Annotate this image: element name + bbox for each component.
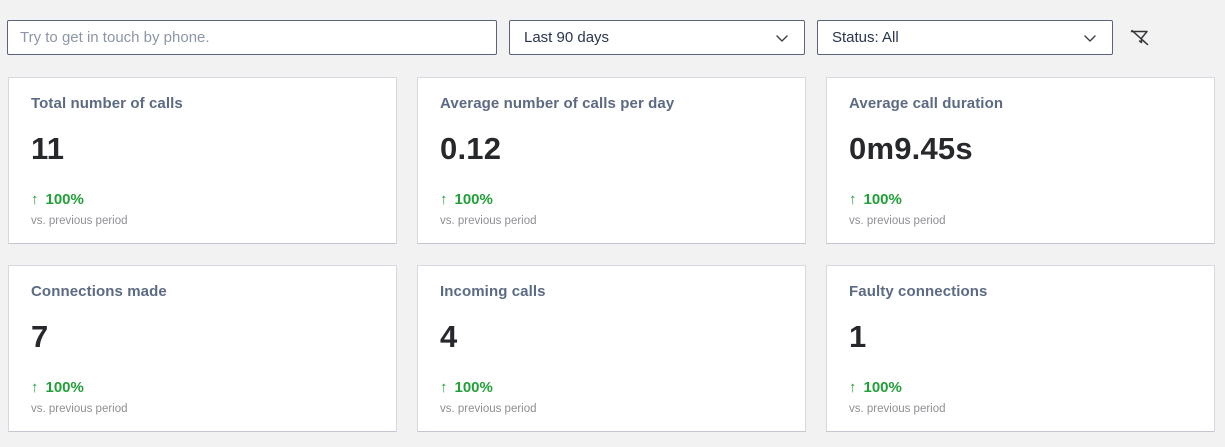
stat-card-comparison: vs. previous period xyxy=(849,215,946,227)
up-arrow-icon: ↑ xyxy=(849,191,857,208)
stat-card-value: 0.12 xyxy=(440,131,502,166)
stat-card-value: 11 xyxy=(31,131,65,166)
stat-card-faulty-connections: Faulty connections 1 ↑ 100% vs. previous… xyxy=(826,265,1215,432)
change-percent: 100% xyxy=(45,191,84,208)
filter-off-icon xyxy=(1127,26,1153,50)
stat-card-comparison: vs. previous period xyxy=(31,403,128,415)
search-input[interactable] xyxy=(7,20,497,55)
filters-toolbar: Last 90 days Status: All xyxy=(0,0,1225,64)
stat-card-title: Faulty connections xyxy=(849,283,988,300)
stat-card-change: ↑ 100% xyxy=(849,191,1192,208)
stat-card-change: ↑ 100% xyxy=(440,379,783,396)
change-percent: 100% xyxy=(454,379,493,396)
change-percent: 100% xyxy=(863,379,902,396)
stat-card-value: 7 xyxy=(31,319,49,354)
stat-card-value: 4 xyxy=(440,319,458,354)
stat-card-title: Connections made xyxy=(31,283,167,300)
stat-card-change: ↑ 100% xyxy=(31,191,374,208)
stat-card-title: Average call duration xyxy=(849,95,1004,112)
change-percent: 100% xyxy=(863,191,902,208)
stat-card-comparison: vs. previous period xyxy=(440,215,537,227)
up-arrow-icon: ↑ xyxy=(31,379,39,396)
clear-filters-button[interactable] xyxy=(1124,24,1156,52)
date-range-value: Last 90 days xyxy=(524,29,610,46)
stat-card-comparison: vs. previous period xyxy=(440,403,537,415)
stat-card-value: 1 xyxy=(849,319,867,354)
change-percent: 100% xyxy=(45,379,84,396)
chevron-down-icon xyxy=(1082,30,1098,46)
stat-card-comparison: vs. previous period xyxy=(849,403,946,415)
chevron-down-icon xyxy=(774,30,790,46)
stat-card-change: ↑ 100% xyxy=(849,379,1192,396)
stat-card-connections-made: Connections made 7 ↑ 100% vs. previous p… xyxy=(8,265,397,432)
stat-card-avg-call-duration: Average call duration 0m9.45s ↑ 100% vs.… xyxy=(826,77,1215,244)
stat-card-title: Total number of calls xyxy=(31,95,183,112)
stat-card-avg-calls-per-day: Average number of calls per day 0.12 ↑ 1… xyxy=(417,77,806,244)
stat-card-title: Incoming calls xyxy=(440,283,546,300)
stat-card-change: ↑ 100% xyxy=(440,191,783,208)
up-arrow-icon: ↑ xyxy=(440,191,448,208)
stat-card-change: ↑ 100% xyxy=(31,379,374,396)
up-arrow-icon: ↑ xyxy=(440,379,448,396)
status-value: Status: All xyxy=(832,29,899,46)
stat-card-value: 0m9.45s xyxy=(849,131,973,166)
status-select[interactable]: Status: All xyxy=(817,20,1113,55)
change-percent: 100% xyxy=(454,191,493,208)
stat-card-title: Average number of calls per day xyxy=(440,95,675,112)
stats-cards-grid: Total number of calls 11 ↑ 100% vs. prev… xyxy=(8,77,1215,432)
stat-card-total-calls: Total number of calls 11 ↑ 100% vs. prev… xyxy=(8,77,397,244)
up-arrow-icon: ↑ xyxy=(31,191,39,208)
up-arrow-icon: ↑ xyxy=(849,379,857,396)
date-range-select[interactable]: Last 90 days xyxy=(509,20,805,55)
stat-card-incoming-calls: Incoming calls 4 ↑ 100% vs. previous per… xyxy=(417,265,806,432)
stat-card-comparison: vs. previous period xyxy=(31,215,128,227)
